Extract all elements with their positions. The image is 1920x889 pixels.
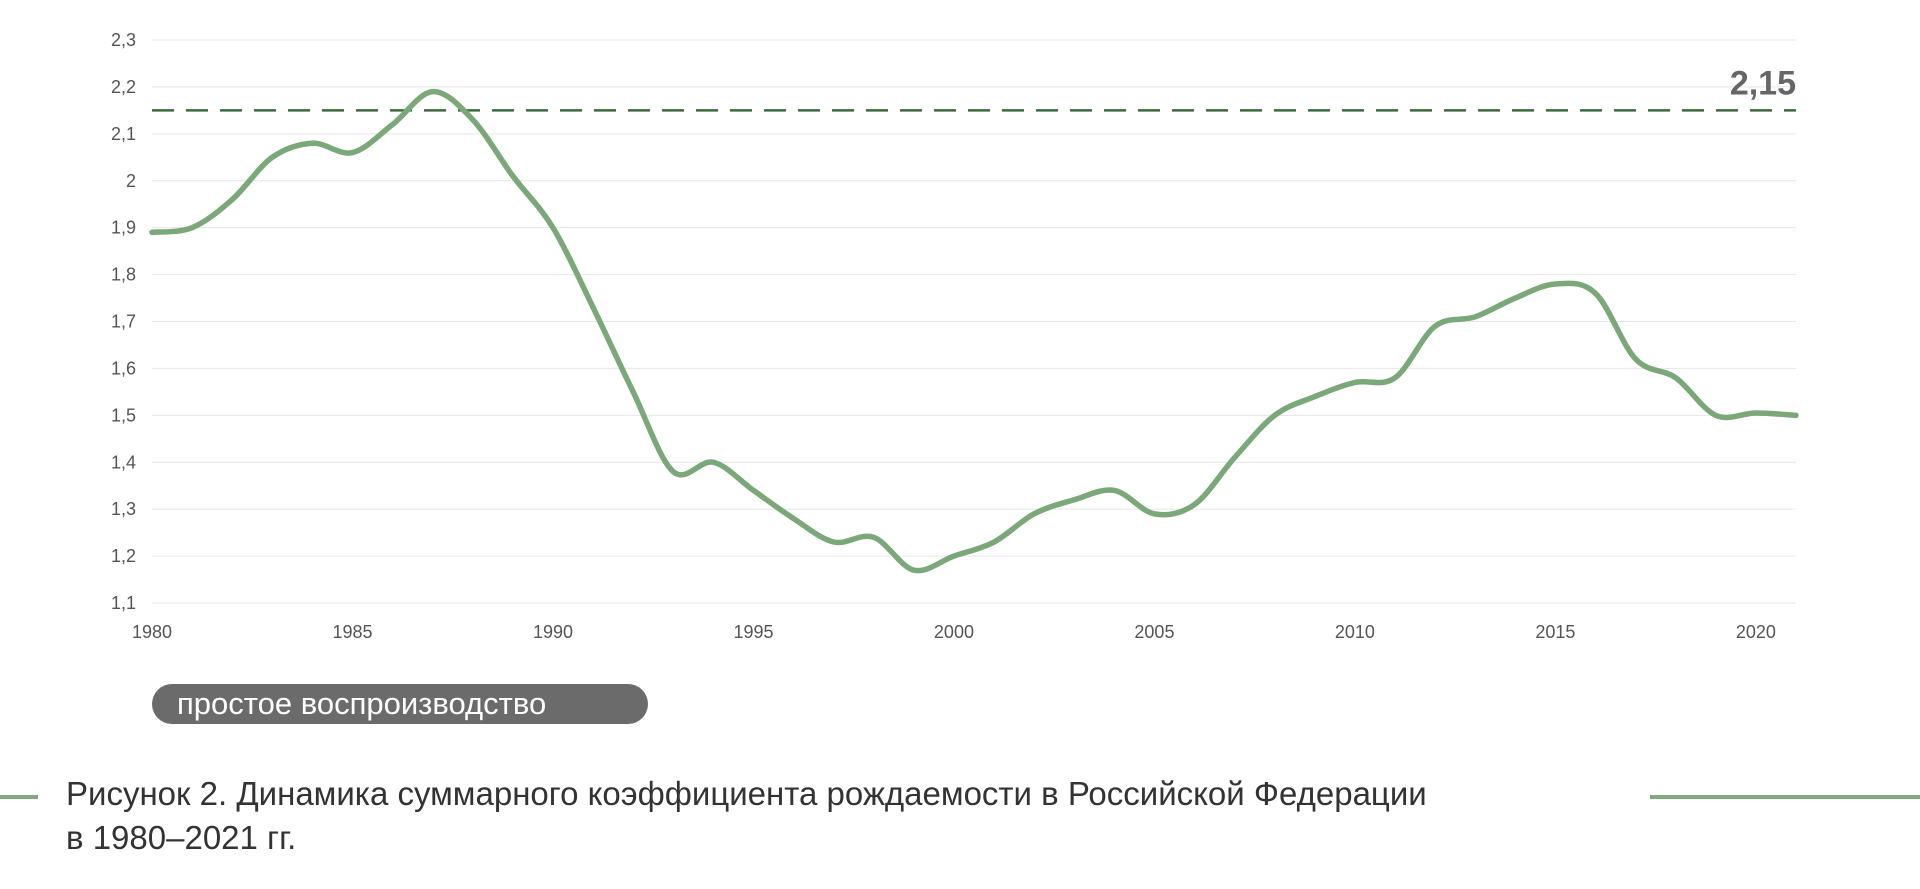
- data-point: [590, 304, 596, 310]
- data-point: [1713, 412, 1719, 418]
- data-point: [1552, 281, 1558, 287]
- line-chart: 1,1 1,2 1,3 1,4 1,5 1,6 1,7 1,8 1,9 2 2,1 2,2 2,3 19…: [111, 30, 1799, 642]
- data-point: [1793, 412, 1799, 418]
- y-tick-label: 2,2: [111, 77, 136, 97]
- data-point: [309, 140, 315, 146]
- data-point: [1633, 356, 1639, 362]
- data-point: [390, 121, 396, 127]
- data-point: [1593, 290, 1599, 296]
- data-point: [911, 567, 917, 573]
- series-line: [149, 88, 1799, 574]
- data-point: [269, 154, 275, 160]
- y-tick-label: 1,5: [111, 405, 136, 425]
- data-point: [430, 89, 436, 95]
- data-point: [1352, 379, 1358, 385]
- data-point: [1232, 455, 1238, 461]
- data-point: [630, 389, 636, 395]
- data-point: [1031, 511, 1037, 517]
- data-point: [710, 459, 716, 465]
- x-tick-label: 1995: [733, 622, 773, 642]
- caption-decor-line-left: [0, 795, 38, 799]
- data-point: [349, 150, 355, 156]
- data-point: [1392, 375, 1398, 381]
- x-tick-label: 1985: [332, 622, 372, 642]
- data-point: [1192, 501, 1198, 507]
- data-point: [991, 539, 997, 545]
- x-tick-label: 2020: [1736, 622, 1776, 642]
- x-tick-label: 1980: [132, 622, 172, 642]
- caption-decor-line-right: [1650, 795, 1920, 799]
- data-point: [1673, 375, 1679, 381]
- y-tick-label: 2,3: [111, 30, 136, 50]
- data-point: [470, 117, 476, 123]
- data-point: [1432, 323, 1438, 329]
- data-point: [750, 487, 756, 493]
- y-tick-label: 1,7: [111, 312, 136, 332]
- data-point: [831, 539, 837, 545]
- data-point: [189, 225, 195, 231]
- data-point: [1472, 314, 1478, 320]
- data-point: [1111, 487, 1117, 493]
- caption-line-1: Рисунок 2. Динамика суммарного коэффицие…: [66, 775, 1427, 812]
- data-point: [670, 469, 676, 475]
- data-point: [229, 197, 235, 203]
- x-tick-label: 2000: [934, 622, 974, 642]
- caption-line-2: в 1980–2021 гг.: [66, 819, 297, 856]
- y-tick-label: 1,6: [111, 358, 136, 378]
- data-point: [1753, 410, 1759, 416]
- data-point: [149, 229, 155, 235]
- data-point: [1151, 511, 1157, 517]
- y-tick-label: 1,2: [111, 546, 136, 566]
- data-points: [149, 89, 1799, 573]
- x-tick-label: 2015: [1535, 622, 1575, 642]
- y-tick-label: 1,4: [111, 452, 136, 472]
- x-tick-label: 2005: [1134, 622, 1174, 642]
- y-tick-label: 2,1: [111, 124, 136, 144]
- data-point: [1272, 412, 1278, 418]
- x-tick-label: 2010: [1335, 622, 1375, 642]
- y-tick-label: 1,9: [111, 218, 136, 238]
- y-axis: 1,1 1,2 1,3 1,4 1,5 1,6 1,7 1,8 1,9 2 2,1 2,2 2,3: [111, 30, 136, 613]
- figure-caption: Рисунок 2. Динамика суммарного коэффицие…: [66, 772, 1626, 860]
- data-point: [871, 534, 877, 540]
- data-point: [951, 553, 957, 559]
- data-point: [1071, 497, 1077, 503]
- x-axis: 1980 1985 1990 1995 2000 2005 2010 2015 2020: [132, 622, 1776, 642]
- y-tick-label: 1,8: [111, 265, 136, 285]
- reference-line-label: 2,15: [1730, 64, 1796, 102]
- data-point: [791, 516, 797, 522]
- y-tick-label: 2: [126, 171, 136, 191]
- y-tick-label: 1,1: [111, 593, 136, 613]
- data-point: [510, 173, 516, 179]
- legend-reproduction-badge: простое воспроизводство: [152, 684, 648, 724]
- data-point: [1312, 394, 1318, 400]
- grid-lines: [152, 39, 1796, 604]
- data-point: [550, 225, 556, 231]
- x-tick-label: 1990: [533, 622, 573, 642]
- data-point: [1512, 295, 1518, 301]
- y-tick-label: 1,3: [111, 499, 136, 519]
